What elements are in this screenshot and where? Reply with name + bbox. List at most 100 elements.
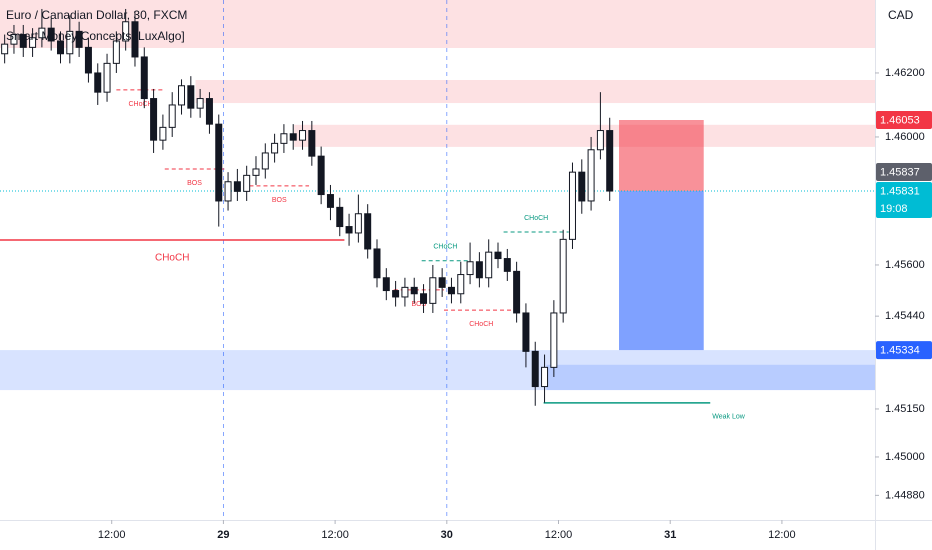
candle-body <box>392 290 400 298</box>
candle-body <box>447 286 455 295</box>
candle-body <box>178 85 186 106</box>
y-tick-label: 1.45000 <box>885 451 925 463</box>
candle-body <box>587 149 595 202</box>
candle-body <box>224 181 232 202</box>
y-tick-label: 1.45440 <box>885 310 925 322</box>
candle-body <box>187 85 195 109</box>
x-tick-label: 12:00 <box>321 529 349 541</box>
candle-body <box>38 27 46 39</box>
x-tick-label: 31 <box>664 529 676 541</box>
candle-body <box>131 21 139 58</box>
zone <box>294 124 875 147</box>
indicator-name: Smart Money Concepts [LuxAlgo] <box>6 29 185 43</box>
structure-label: BOS <box>187 180 202 187</box>
candle-body <box>75 30 83 48</box>
candle-body <box>475 261 483 279</box>
candle-body <box>196 98 204 109</box>
candle-body <box>559 238 567 314</box>
price-tag-label: 1.45831 <box>880 185 920 197</box>
price-tag-label: 1.45334 <box>880 344 920 356</box>
candle-body <box>485 251 493 279</box>
candle-body <box>140 56 148 100</box>
candle-body <box>401 286 409 298</box>
candle-body <box>215 123 223 202</box>
candle-body <box>66 30 74 55</box>
candle-body <box>568 171 576 240</box>
candle-body <box>326 194 334 208</box>
candle-body <box>280 133 288 144</box>
structure-label: CHoCH <box>433 244 457 251</box>
candle-body <box>494 251 502 260</box>
candle-body <box>94 72 102 93</box>
candle-body <box>29 37 37 48</box>
candle-body <box>84 46 92 74</box>
candle-body <box>522 312 530 352</box>
candle-body <box>19 34 27 48</box>
candle-body <box>261 152 269 170</box>
candle-body <box>10 34 18 45</box>
price-tag-label: 1.45837 <box>880 166 920 178</box>
candle-body <box>243 174 251 192</box>
candle-body <box>252 168 260 176</box>
x-tick-label: 12:00 <box>98 529 126 541</box>
candle-body <box>503 258 511 272</box>
candle-body <box>354 213 362 234</box>
candle-body <box>531 350 539 388</box>
candle-body <box>271 142 279 154</box>
structure-label: CHoCH <box>469 321 493 328</box>
price-tag <box>876 163 932 182</box>
candle-body <box>57 40 65 55</box>
y-tick-label: 1.46000 <box>885 131 925 143</box>
zone <box>195 80 875 104</box>
stop-zone <box>619 120 704 192</box>
structure-label: BOS <box>411 301 426 308</box>
y-tick-label: 1.44880 <box>885 489 925 501</box>
zone <box>0 350 875 391</box>
candle-body <box>168 104 176 128</box>
candle-body <box>159 126 167 141</box>
candle-body <box>364 213 372 250</box>
candle-body <box>429 277 437 304</box>
candle-body <box>596 130 604 151</box>
x-tick-label: 12:00 <box>545 529 573 541</box>
x-tick-label: 30 <box>441 529 453 541</box>
plot-area: CHoCH CHoCH BOS BOS BOS CHoCH CHoCH CHoCH Weak L… <box>0 0 875 520</box>
x-tick-label: 12:00 <box>768 529 796 541</box>
candle-body <box>233 181 241 192</box>
candle-body <box>47 27 55 42</box>
y-tick-label: 1.45600 <box>885 259 925 271</box>
price-tag <box>876 341 932 360</box>
candle-body <box>1 43 9 55</box>
y-tick-label: 1.45150 <box>885 403 925 415</box>
candle-body <box>420 293 428 304</box>
structure-label: CHoCH <box>524 215 548 222</box>
countdown: 19:08 <box>880 203 908 215</box>
currency-label: CAD <box>888 8 914 22</box>
candle-body <box>112 40 120 64</box>
zone <box>0 0 875 48</box>
chart-title: Euro / Canadian Dollar, 30, FXCM <box>6 8 187 22</box>
candle-body <box>466 261 474 276</box>
zone <box>546 364 875 391</box>
candle-body <box>382 277 390 292</box>
candle-body <box>205 98 213 125</box>
candle-body <box>289 133 297 141</box>
y-tick-label: 1.46200 <box>885 67 925 79</box>
price-tag-label: 1.46053 <box>880 114 920 126</box>
structure-label: CHoCH <box>128 101 152 108</box>
candle-body <box>103 62 111 93</box>
candle-body <box>550 312 558 368</box>
candle-body <box>373 248 381 279</box>
candle-body <box>345 226 353 234</box>
candle-body <box>317 155 325 196</box>
weak-low-label: Weak Low <box>712 414 745 421</box>
structure-label: BOS <box>272 197 287 204</box>
candle-body <box>410 286 418 295</box>
target-zone <box>619 191 704 351</box>
candle-body <box>457 274 465 295</box>
x-tick-label: 29 <box>217 529 229 541</box>
candle-body <box>438 277 446 288</box>
